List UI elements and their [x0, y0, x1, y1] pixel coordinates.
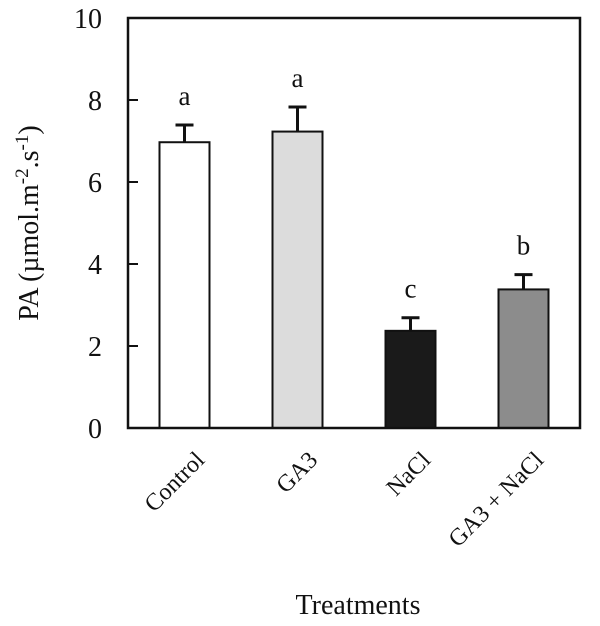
significance-label-2: c: [405, 274, 417, 304]
y-tick-label-1: 2: [88, 332, 102, 363]
bar-1: [271, 130, 324, 429]
x-axis-category-labels: Control GA3 NaCl GA3 + NaCl: [140, 447, 549, 552]
y-axis-title-exp2: -1: [12, 135, 33, 151]
x-tick-label-3: GA3 + NaCl: [444, 447, 549, 552]
bar-3: [497, 288, 550, 430]
x-tick-label-1: GA3: [272, 447, 323, 498]
y-axis-ticks: 0 2 4 6 8 10: [74, 4, 138, 445]
y-tick-label-4: 8: [88, 86, 102, 117]
bar-2: [384, 329, 437, 429]
y-axis-title: PA (µmol.m-2.s-1): [12, 125, 45, 320]
y-tick-label-3: 6: [88, 168, 102, 199]
x-axis-title: Treatments: [296, 590, 421, 621]
y-axis-title-mid: .s: [14, 150, 45, 168]
bars: [158, 130, 550, 430]
y-tick-label-2: 4: [88, 250, 102, 281]
x-tick-label-2: NaCl: [382, 447, 436, 501]
error-bars: [175, 105, 533, 331]
y-tick-label-0: 0: [88, 414, 102, 445]
plot-frame: [126, 16, 582, 430]
significance-label-3: b: [517, 231, 531, 261]
y-axis-title-suffix: ): [14, 125, 45, 134]
bar-0: [158, 141, 211, 429]
y-axis-title-exp1: -2: [12, 168, 33, 184]
significance-label-0: a: [179, 81, 191, 111]
significance-labels: a a c b: [179, 63, 531, 304]
significance-label-1: a: [292, 63, 304, 93]
y-tick-label-5: 10: [74, 4, 102, 35]
y-axis-title-prefix: PA (µmol.m: [14, 184, 45, 321]
x-tick-label-0: Control: [140, 447, 210, 517]
